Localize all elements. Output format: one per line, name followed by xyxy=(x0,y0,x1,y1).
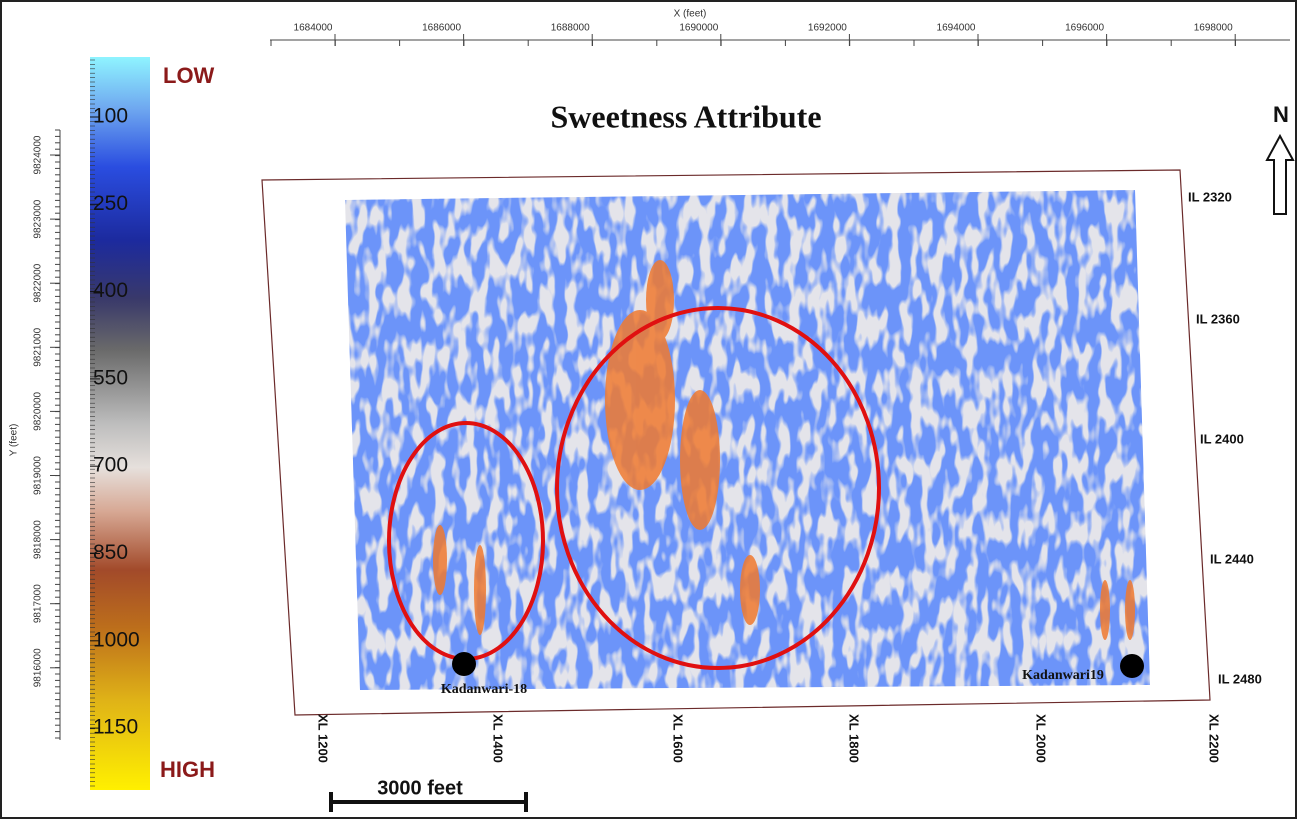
inline-label: IL 2320 xyxy=(1188,189,1232,204)
y-tick-label: 9824000 xyxy=(33,135,44,174)
y-axis-label: Y (feet) xyxy=(9,424,20,457)
inline-label: IL 2400 xyxy=(1200,431,1244,446)
y-tick-label: 9819000 xyxy=(33,456,44,495)
colorbar-labels: 100 250 400 550 700 850 1000 1150 xyxy=(90,59,140,787)
attribute-map xyxy=(345,190,1150,690)
colorbar-label: 250 xyxy=(93,192,128,215)
y-tick-label: 9821000 xyxy=(33,327,44,366)
well-marker xyxy=(1120,654,1144,678)
colorbar-label: 100 xyxy=(93,105,128,128)
x-axis-label: X (feet) xyxy=(674,9,707,20)
inline-label: IL 2360 xyxy=(1196,311,1240,326)
inline-label: IL 2440 xyxy=(1210,551,1254,566)
colorbar-label: 1000 xyxy=(93,628,140,651)
north-arrow xyxy=(1265,133,1295,215)
axes: X (feet) 1684000 1686000 1688000 1690000 1692… xyxy=(9,9,1290,740)
crossline-label: XL 1400 xyxy=(491,714,506,763)
well-label: Kadanwari19 xyxy=(1022,668,1104,683)
crossline-label: XL 1200 xyxy=(316,714,331,763)
crossline-label: XL 1800 xyxy=(847,714,862,763)
crossline-label: XL 2200 xyxy=(1207,714,1222,763)
crossline-label: XL 2000 xyxy=(1034,714,1049,763)
inline-labels: IL 2320 IL 2360 IL 2400 IL 2440 IL 2480 xyxy=(1188,189,1262,686)
well-label: Kadanwari-18 xyxy=(441,682,527,697)
x-tick-label: 1692000 xyxy=(808,23,847,34)
x-tick-label: 1688000 xyxy=(551,23,590,34)
x-tick-label: 1694000 xyxy=(937,23,976,34)
crossline-labels: XL 1200 XL 1400 XL 1600 XL 1800 XL 2000 XL 22… xyxy=(316,714,1222,763)
x-tick-label: 1690000 xyxy=(679,23,718,34)
well-marker xyxy=(452,652,476,676)
colorbar-label: 1150 xyxy=(93,716,138,739)
y-tick-label: 9816000 xyxy=(33,648,44,687)
colorbar-label: 700 xyxy=(93,454,128,477)
x-tick-label: 1684000 xyxy=(294,23,333,34)
y-tick-label: 9818000 xyxy=(33,520,44,559)
scale-bar-label: 3000 feet xyxy=(377,777,463,799)
colorbar-label: 850 xyxy=(93,541,128,564)
colorbar-high: HIGH xyxy=(160,757,215,782)
inline-label: IL 2480 xyxy=(1218,671,1262,686)
x-tick-label: 1698000 xyxy=(1194,23,1233,34)
colorbar-label: 400 xyxy=(93,279,128,302)
y-tick-label: 9817000 xyxy=(33,584,44,623)
crossline-label: XL 1600 xyxy=(671,714,686,763)
y-tick-label: 9822000 xyxy=(33,263,44,302)
colorbar xyxy=(90,57,150,790)
north-label: N xyxy=(1273,102,1289,127)
y-tick-label: 9820000 xyxy=(33,391,44,430)
colorbar-low: LOW xyxy=(163,63,215,88)
x-tick-label: 1696000 xyxy=(1065,23,1104,34)
title: Sweetness Attribute xyxy=(550,98,821,134)
colorbar-label: 550 xyxy=(93,366,128,389)
x-tick-label: 1686000 xyxy=(422,23,461,34)
highlight-ellipse xyxy=(555,306,881,670)
y-tick-label: 9823000 xyxy=(33,199,44,238)
